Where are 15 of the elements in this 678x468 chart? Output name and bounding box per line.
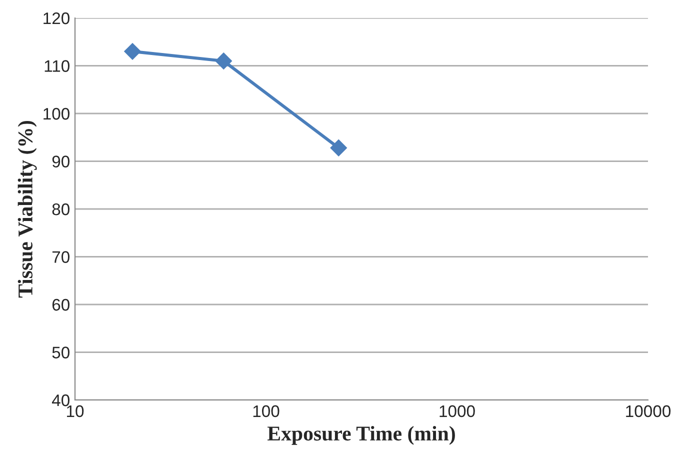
y-tick-label: 110 [44,60,70,72]
y-tick-label: 40 [52,394,70,406]
y-tick-label: 90 [52,156,70,168]
x-tick-label: 10000 [626,405,671,418]
y-tick-label: 60 [52,298,70,311]
y-tick-label: 100 [44,108,70,120]
y-axis-title: Tissue Viability (%) [18,120,37,298]
y-tick-label: 50 [52,346,70,358]
y-tick-label: 70 [52,251,70,263]
x-tick-label: 100 [253,405,280,418]
x-axis-title: Exposure Time (min) [268,426,455,445]
x-tick-label: 10 [67,405,84,418]
y-tick-label: 120 [44,12,70,24]
y-tick-label: 80 [52,203,70,216]
x-tick-label: 1000 [440,405,475,418]
